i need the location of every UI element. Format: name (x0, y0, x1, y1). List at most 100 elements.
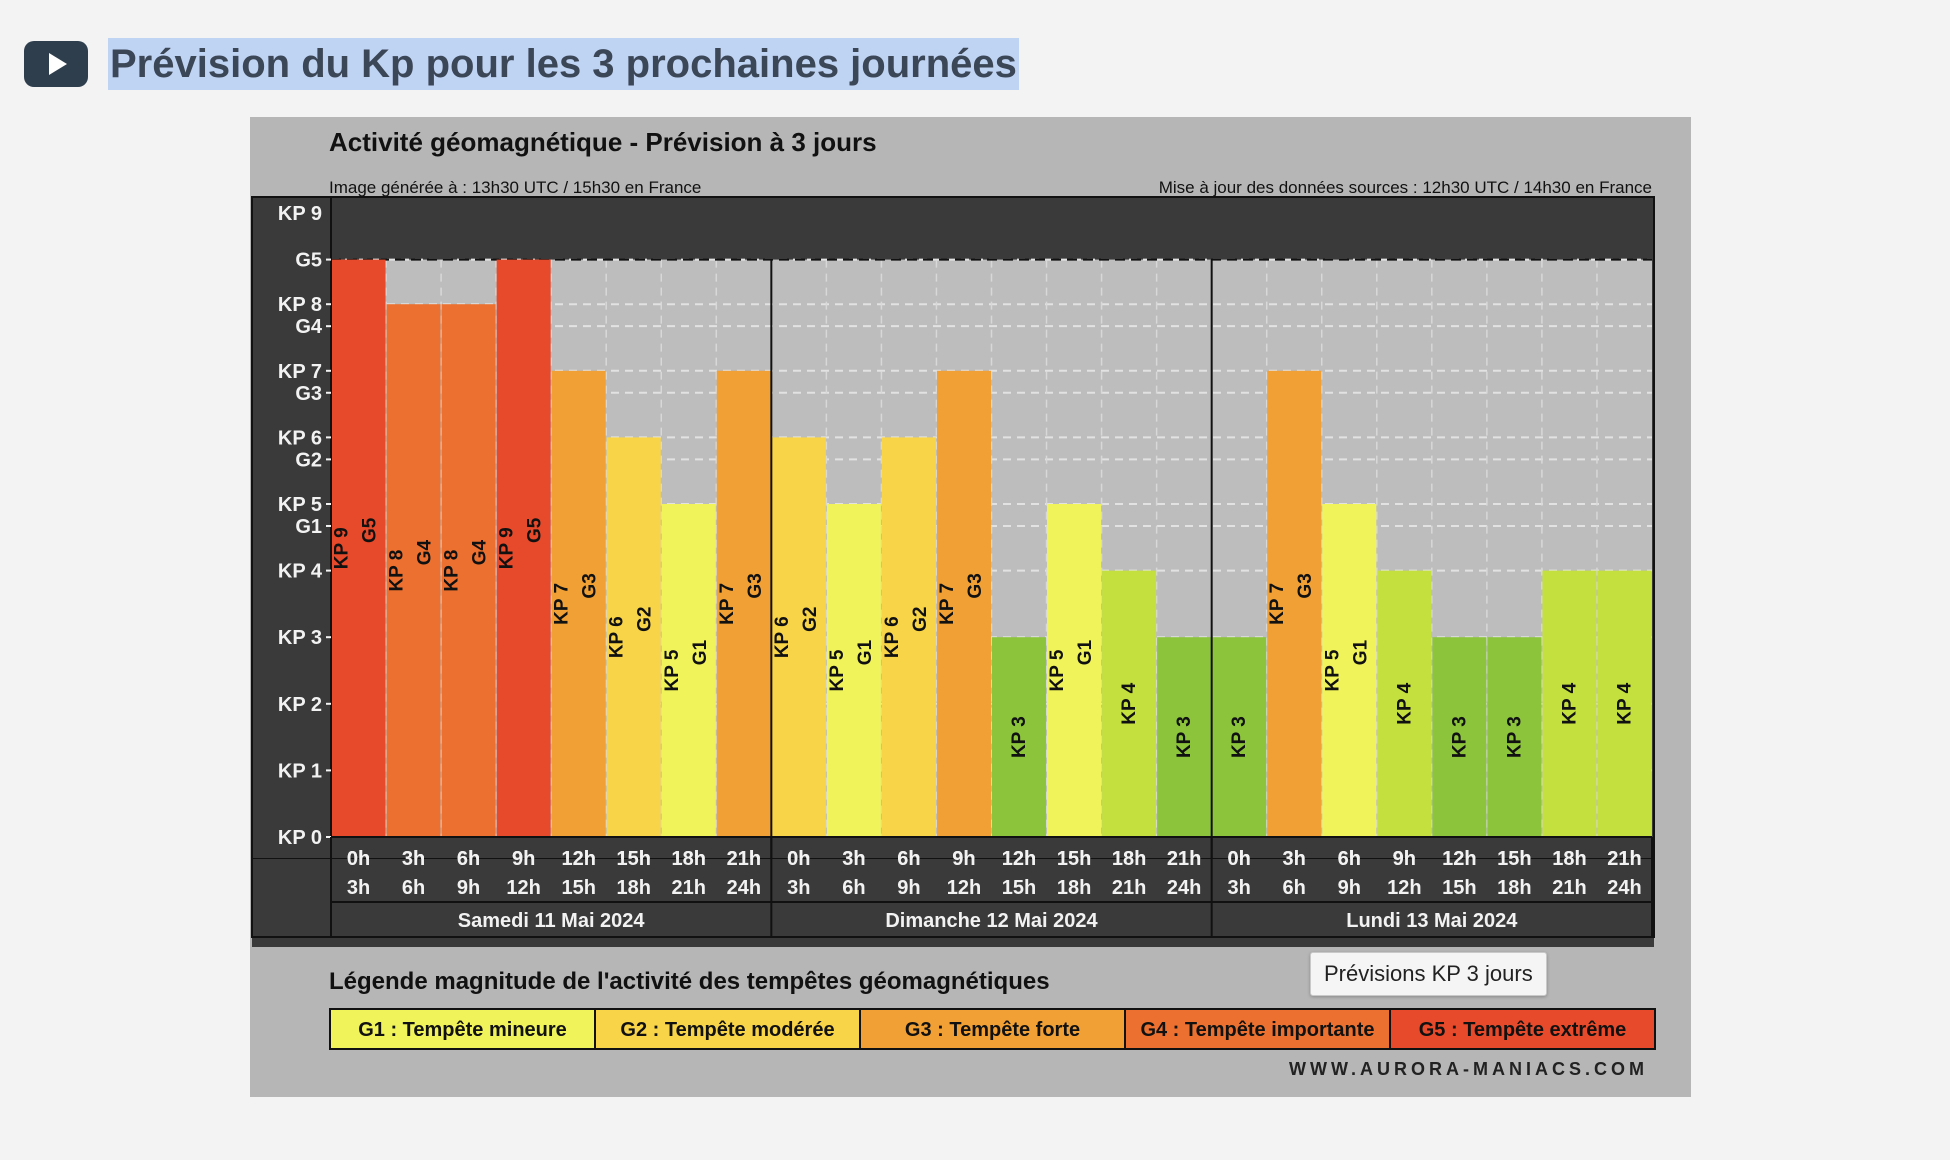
bar-storm-label: G4 (470, 540, 491, 566)
bar-storm-label: G5 (525, 517, 546, 543)
x-tick-label-end: 6h (842, 877, 865, 899)
page-title: Prévision du Kp pour les 3 prochaines jo… (108, 38, 1019, 90)
x-tick-label-start: 9h (1393, 848, 1416, 870)
bar (331, 259, 386, 837)
bar-storm-label: G3 (580, 573, 601, 598)
bar-storm-label: G4 (415, 540, 436, 566)
bar-kp-label: KP 4 (1614, 682, 1635, 724)
chart-subtitle-right: Mise à jour des données sources : 12h30 … (1159, 178, 1652, 197)
bar (1542, 570, 1597, 837)
bar-kp-label: KP 7 (552, 583, 573, 625)
legend-label: G3 : Tempête forte (905, 1019, 1080, 1041)
x-tick-label-end: 6h (402, 877, 425, 899)
bar (1267, 370, 1322, 837)
bar-kp-label: KP 3 (1229, 716, 1250, 758)
bar (992, 637, 1047, 837)
bar-kp-label: KP 7 (1267, 583, 1288, 625)
x-tick-label-start: 6h (1338, 848, 1361, 870)
x-tick-label-start: 3h (402, 848, 425, 870)
y-tick-label: KP 8 (278, 294, 322, 316)
bar-kp-label: KP 3 (1449, 716, 1470, 758)
y-tick-label: G5 (295, 250, 322, 272)
bar-storm-label: G3 (1295, 573, 1316, 598)
x-tick-label-end: 15h (1002, 877, 1036, 899)
chart-title: Activité géomagnétique - Prévision à 3 j… (329, 127, 877, 157)
legend-swatch (1124, 1008, 1391, 1050)
bar (661, 504, 716, 837)
x-tick-label-end: 18h (1497, 877, 1531, 899)
x-tick-label-start: 15h (616, 848, 650, 870)
x-tick-label-end: 18h (1057, 877, 1091, 899)
bar (606, 437, 661, 837)
bar-storm-label: G2 (635, 607, 656, 632)
bar-kp-label: KP 6 (772, 616, 793, 658)
day-label: Dimanche 12 Mai 2024 (885, 910, 1098, 932)
x-tick-label-start: 18h (672, 848, 706, 870)
bar-kp-label: KP 4 (1559, 682, 1580, 724)
x-tick-label-start: 0h (347, 848, 370, 870)
y-tick-label: KP 7 (278, 361, 322, 383)
bar (1432, 637, 1487, 837)
bar-storm-label: G1 (1075, 639, 1096, 665)
x-tick-label-start: 0h (1228, 848, 1251, 870)
x-tick-label-start: 6h (897, 848, 920, 870)
y-tick-label: KP 1 (278, 760, 322, 782)
x-tick-label-start: 21h (1607, 848, 1641, 870)
bar (1047, 504, 1102, 837)
day-label: Samedi 11 Mai 2024 (458, 910, 646, 932)
x-tick-label-end: 18h (616, 877, 650, 899)
legend-label: G4 : Tempête importante (1140, 1019, 1374, 1041)
bar-storm-label: G1 (690, 639, 711, 665)
bar-kp-label: KP 6 (607, 616, 628, 658)
y-tick-label: G3 (295, 383, 322, 405)
x-tick-label-end: 9h (1338, 877, 1361, 899)
bar (1322, 504, 1377, 837)
x-tick-label-start: 9h (512, 848, 535, 870)
x-tick-label-end: 6h (1283, 877, 1306, 899)
legend-title: Légende magnitude de l'activité des temp… (329, 968, 1050, 995)
x-tick-label-start: 21h (1167, 848, 1201, 870)
y-tick-label: G1 (295, 516, 322, 538)
x-tick-label-start: 15h (1497, 848, 1531, 870)
watermark: WWW.AURORA-MANIACS.COM (1289, 1059, 1648, 1079)
y-tick-label: G2 (295, 449, 322, 471)
x-tick-label-end: 21h (1112, 877, 1146, 899)
bar (771, 437, 826, 837)
y-tick-label: KP 3 (278, 627, 322, 649)
legend-label: G5 : Tempête extrême (1419, 1019, 1627, 1041)
x-tick-label-start: 21h (727, 848, 761, 870)
x-tick-label-start: 3h (1283, 848, 1306, 870)
x-tick-label-end: 3h (1228, 877, 1251, 899)
bar (1212, 637, 1267, 837)
page-header: Prévision du Kp pour les 3 prochaines jo… (24, 34, 1019, 94)
x-tick-label-start: 9h (952, 848, 975, 870)
bar (1102, 570, 1157, 837)
x-tick-label-start: 12h (1442, 848, 1476, 870)
bar (936, 370, 991, 837)
bar-storm-label: G2 (910, 607, 931, 632)
x-tick-label-start: 0h (787, 848, 810, 870)
x-tick-label-end: 12h (947, 877, 981, 899)
x-tick-label-start: 3h (842, 848, 865, 870)
bar-kp-label: KP 4 (1119, 682, 1140, 724)
bar-kp-label: KP 4 (1394, 682, 1415, 724)
bar-kp-label: KP 5 (1047, 649, 1068, 691)
x-tick-label-end: 21h (672, 877, 706, 899)
bar (1487, 637, 1542, 837)
y-tick-label: KP 4 (278, 561, 323, 583)
bar (496, 259, 551, 837)
x-tick-label-end: 15h (561, 877, 595, 899)
x-tick-label-start: 12h (561, 848, 595, 870)
frame-border (251, 196, 1655, 938)
y-tick-label: KP 9 (278, 203, 322, 225)
x-tick-label-start: 12h (1002, 848, 1036, 870)
bar-storm-label: G1 (1350, 639, 1371, 665)
x-tick-label-end: 12h (506, 877, 540, 899)
bar (881, 437, 936, 837)
play-icon (49, 53, 67, 75)
legend-label: G2 : Tempête modérée (620, 1019, 834, 1041)
x-tick-label-start: 18h (1552, 848, 1586, 870)
y-tick-label: G4 (295, 316, 323, 338)
bar-kp-label: KP 8 (387, 550, 408, 592)
play-button[interactable] (24, 41, 88, 87)
